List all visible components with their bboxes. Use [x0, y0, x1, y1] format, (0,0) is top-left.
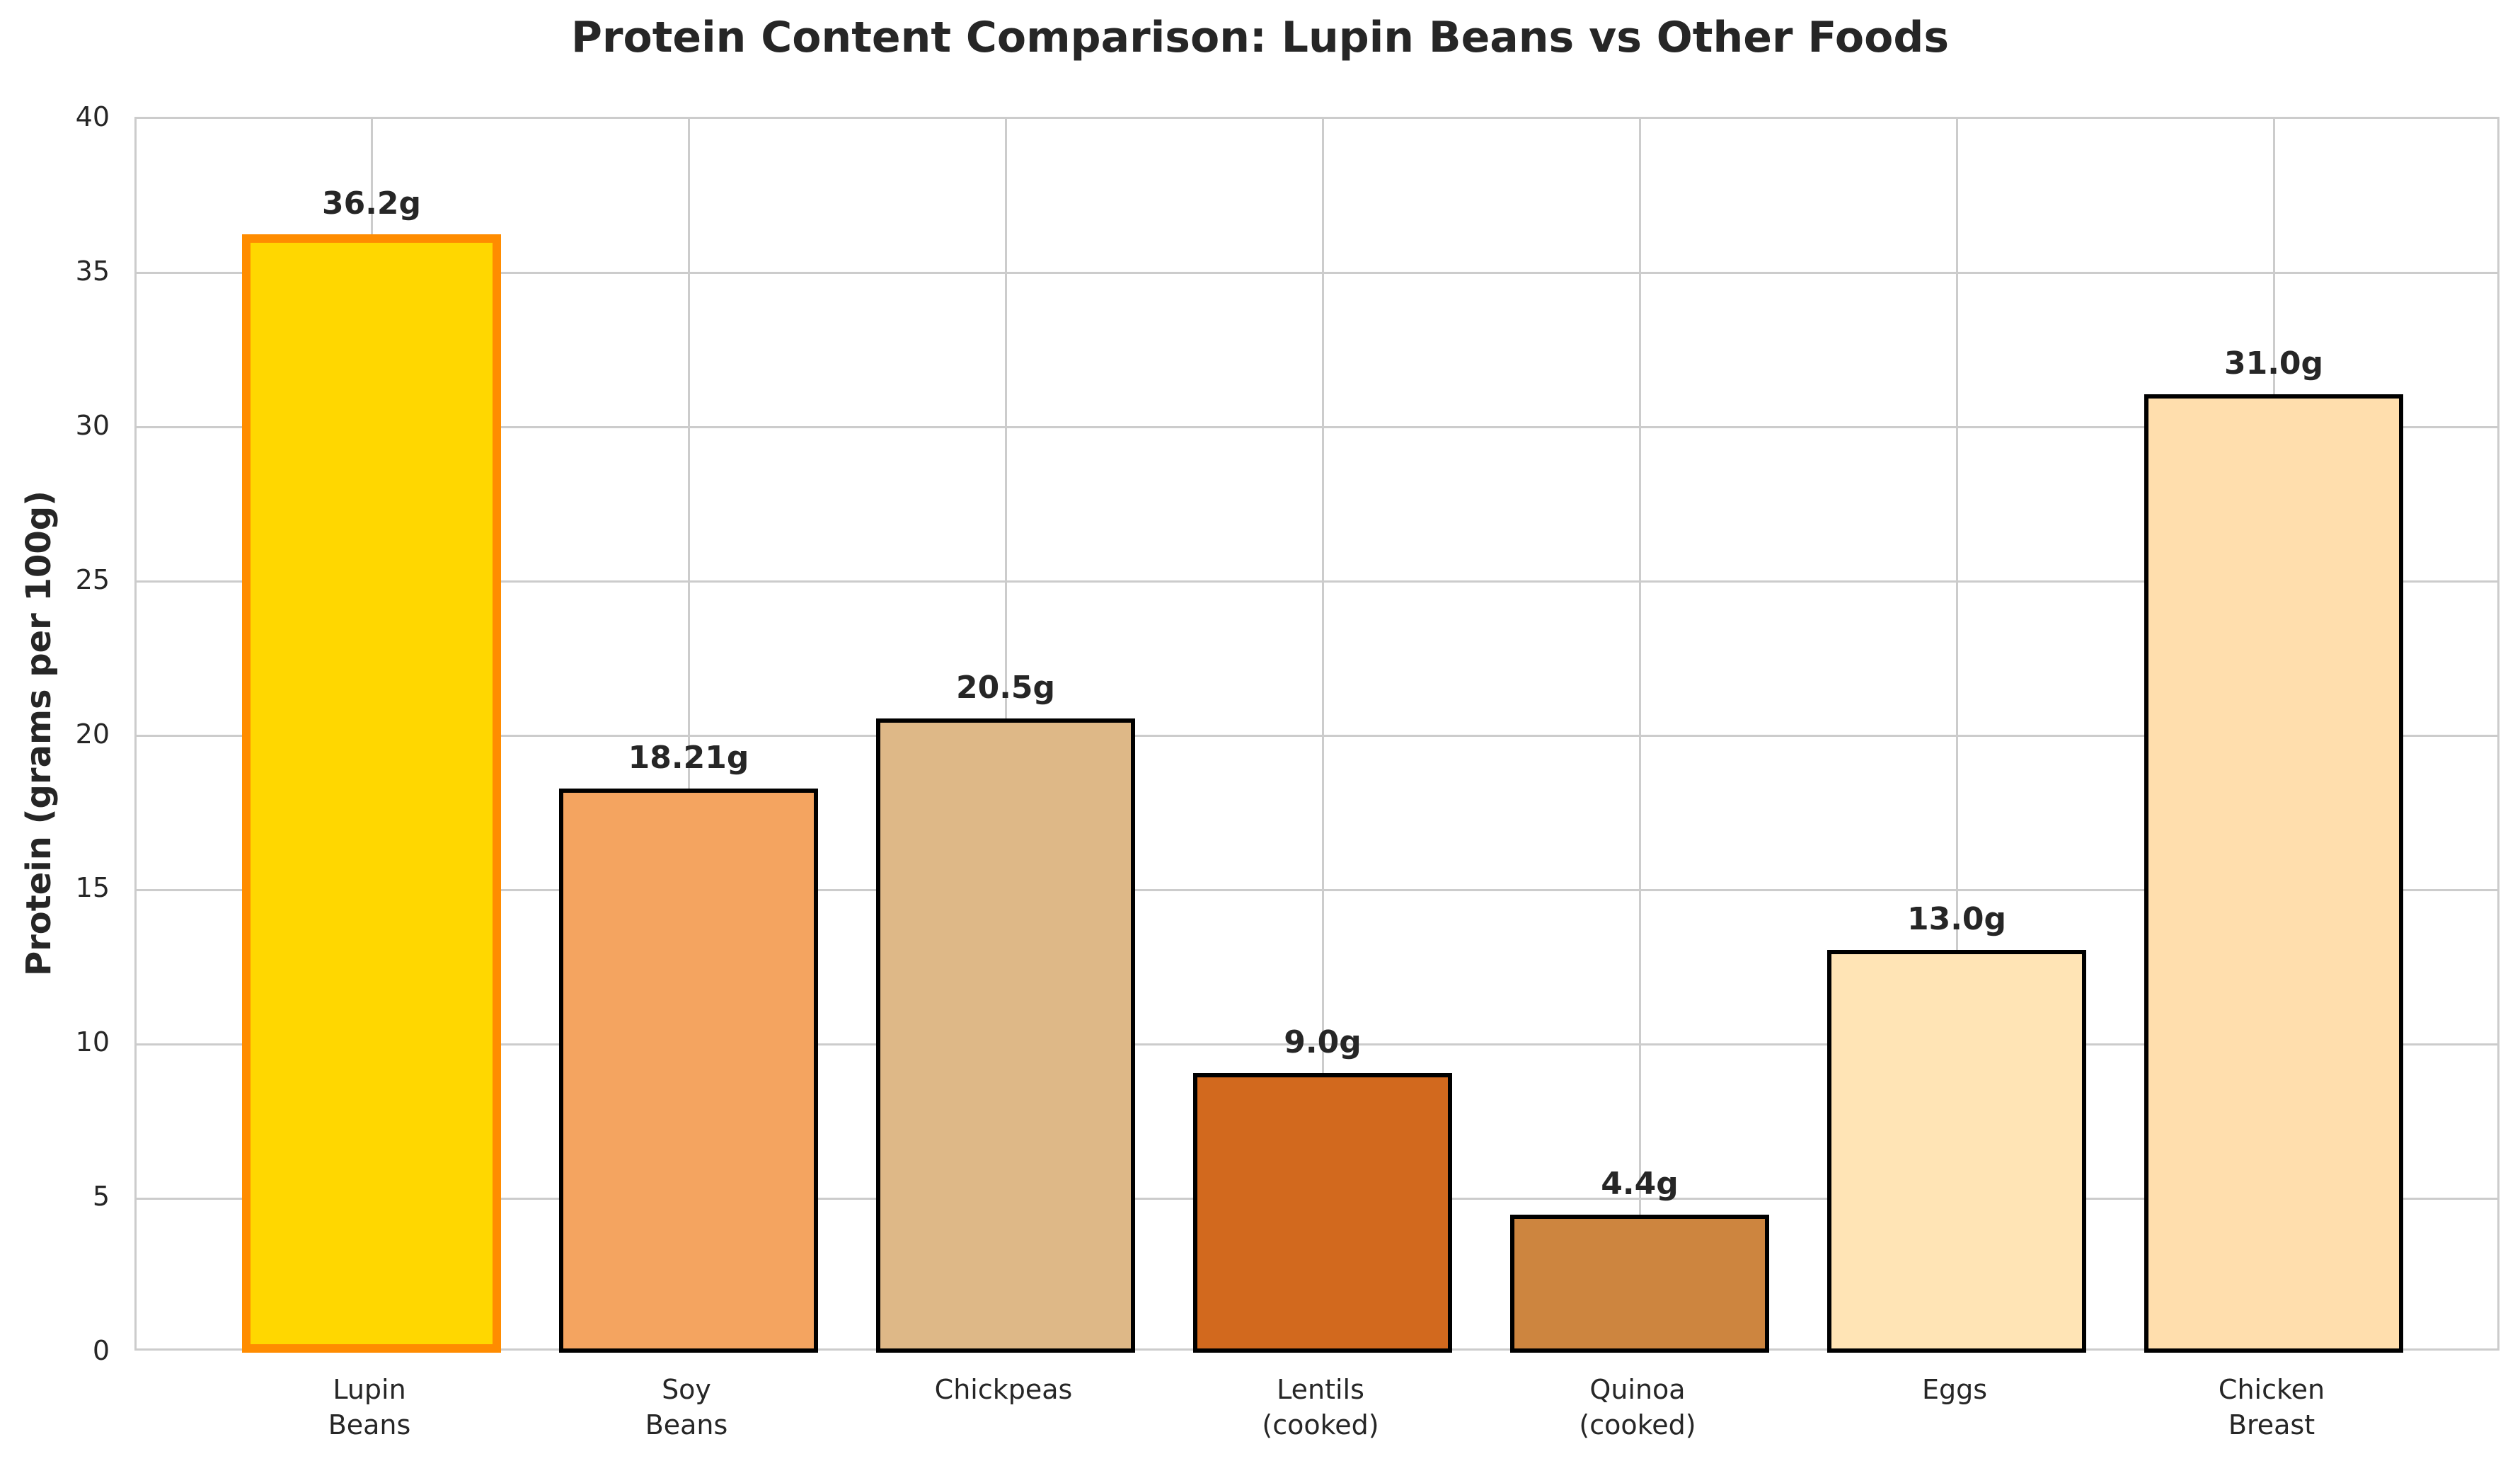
gridline-horizontal	[137, 888, 2497, 891]
y-tick-label: 5	[92, 1181, 110, 1213]
gridline-horizontal	[137, 272, 2497, 275]
bar	[1827, 949, 2086, 1353]
gridline-horizontal	[137, 426, 2497, 429]
bar	[876, 718, 1135, 1353]
y-tick-label: 40	[75, 101, 110, 132]
plot-area: 36.2g 18.21g 20.5g 9.0g 4.4g 13.0g 31.0g	[134, 117, 2499, 1353]
gridline-horizontal	[137, 580, 2497, 583]
y-tick-label: 10	[75, 1026, 110, 1058]
bar	[1193, 1072, 1452, 1353]
bar	[559, 789, 818, 1353]
gridline-vertical	[1955, 119, 1958, 1348]
x-tick-label: Chickpeas	[934, 1374, 1073, 1405]
y-tick-label: 20	[75, 718, 110, 750]
x-tick-label: Soy Beans	[645, 1374, 728, 1440]
gridline-vertical	[1638, 119, 1641, 1348]
bar-value-label: 9.0g	[1284, 1024, 1362, 1060]
bar	[2144, 394, 2403, 1353]
gridline-horizontal	[137, 1043, 2497, 1045]
chart-title: Protein Content Comparison: Lupin Beans …	[570, 13, 1950, 62]
y-tick-label: 35	[75, 255, 110, 287]
x-tick-label: Quinoa (cooked)	[1579, 1374, 1696, 1440]
gridline-horizontal	[137, 735, 2497, 737]
gridline-vertical	[687, 119, 690, 1348]
bar-value-label: 20.5g	[955, 669, 1056, 706]
y-tick-label: 15	[75, 872, 110, 904]
bar	[242, 234, 501, 1353]
y-tick-label: 0	[92, 1335, 110, 1366]
x-tick-label: Lentils (cooked)	[1262, 1374, 1379, 1440]
bar-value-label: 36.2g	[321, 185, 422, 222]
y-tick-label: 30	[75, 409, 110, 441]
bar	[1510, 1215, 1769, 1353]
bar-value-label: 31.0g	[2223, 345, 2324, 382]
bar-value-label: 13.0g	[1906, 900, 2007, 937]
gridline-vertical	[1321, 119, 1324, 1348]
x-tick-label: Chicken Breast	[2218, 1374, 2325, 1440]
bar-value-label: 18.21g	[628, 740, 749, 777]
bar-value-label: 4.4g	[1601, 1166, 1679, 1203]
y-tick-label: 25	[75, 563, 110, 595]
x-tick-label: Lupin Beans	[328, 1374, 411, 1440]
x-tick-label: Eggs	[1921, 1374, 1988, 1405]
